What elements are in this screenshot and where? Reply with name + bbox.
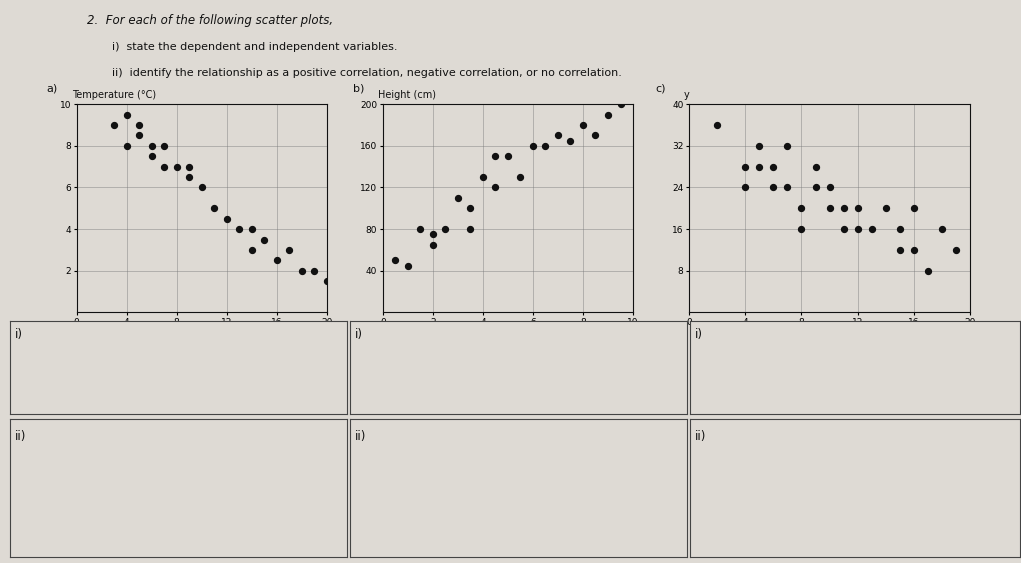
Point (131, 120, 147, 129)
Point (864, 225, 880, 234)
Point (613, 100, 629, 109)
Text: y: y (684, 90, 689, 100)
Text: ii): ii) (355, 431, 367, 444)
Point (131, 131, 147, 140)
Point (906, 245, 922, 254)
Point (835, 204, 852, 213)
Point (118, 110, 135, 119)
Text: ii)  identify the relationship as a positive correlation, negative correlation, : ii) identify the relationship as a posit… (112, 68, 622, 78)
Point (779, 141, 795, 150)
Point (118, 141, 135, 150)
Point (425, 230, 441, 239)
Text: b): b) (353, 84, 364, 93)
Point (319, 276, 335, 285)
Point (412, 225, 429, 234)
Point (449, 193, 466, 202)
Text: ii): ii) (695, 431, 707, 444)
Text: i)  state the dependent and independent variables.: i) state the dependent and independent v… (112, 42, 398, 52)
Point (549, 131, 566, 140)
Point (575, 120, 591, 129)
Point (525, 141, 541, 150)
Text: i): i) (695, 328, 703, 341)
Point (425, 240, 441, 249)
Point (766, 183, 782, 192)
Point (766, 162, 782, 171)
Point (947, 245, 964, 254)
Text: c): c) (655, 84, 666, 93)
Point (281, 245, 297, 254)
Point (181, 162, 197, 171)
Point (891, 245, 908, 254)
Point (751, 141, 768, 150)
Point (194, 183, 210, 192)
Point (513, 172, 529, 181)
X-axis label: x: x (827, 328, 832, 338)
Point (737, 162, 753, 171)
Point (821, 204, 837, 213)
Text: Height (cm): Height (cm) (378, 90, 436, 100)
Point (387, 256, 403, 265)
Point (587, 131, 603, 140)
Point (463, 225, 479, 234)
Point (793, 225, 810, 234)
Point (891, 225, 908, 234)
Point (218, 214, 235, 223)
X-axis label: Age (years): Age (years) (480, 328, 536, 338)
Point (206, 204, 223, 213)
Point (306, 266, 323, 275)
Point (878, 204, 894, 213)
Point (563, 136, 579, 145)
Text: 2.  For each of the following scatter plots,: 2. For each of the following scatter plo… (87, 14, 333, 27)
Point (256, 235, 273, 244)
Point (821, 183, 837, 192)
Point (269, 256, 285, 265)
Point (243, 245, 259, 254)
Point (808, 162, 824, 171)
Point (500, 151, 516, 161)
Point (808, 183, 824, 192)
Point (143, 151, 160, 161)
Point (906, 204, 922, 213)
Point (779, 183, 795, 192)
X-axis label: Depth (m): Depth (m) (177, 328, 227, 338)
Point (156, 141, 173, 150)
Point (793, 204, 810, 213)
Point (156, 162, 173, 171)
Point (600, 110, 617, 119)
Point (751, 162, 768, 171)
Point (737, 183, 753, 192)
Point (463, 204, 479, 213)
Point (399, 261, 417, 270)
Point (920, 266, 936, 275)
Point (231, 225, 247, 234)
Point (143, 141, 160, 150)
Point (487, 183, 503, 192)
Text: i): i) (15, 328, 23, 341)
Point (106, 120, 123, 129)
Point (849, 204, 866, 213)
Text: Temperature (°C): Temperature (°C) (71, 90, 155, 100)
Point (537, 141, 553, 150)
Point (168, 162, 185, 171)
Point (294, 266, 310, 275)
Point (475, 172, 491, 181)
Text: a): a) (47, 84, 58, 93)
Point (487, 151, 503, 161)
Point (835, 225, 852, 234)
Point (243, 225, 259, 234)
Point (437, 225, 453, 234)
Text: ii): ii) (15, 431, 27, 444)
Text: i): i) (355, 328, 363, 341)
Point (181, 172, 197, 181)
Point (849, 225, 866, 234)
Point (709, 120, 725, 129)
Point (933, 225, 950, 234)
